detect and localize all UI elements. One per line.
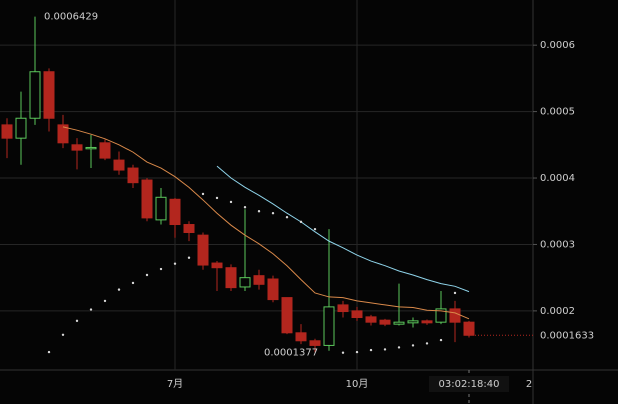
candle-body [309, 340, 321, 346]
candle-body [351, 310, 363, 319]
candle-body [43, 71, 55, 119]
candle-body [323, 306, 335, 346]
candle-body [267, 278, 279, 301]
candle-body [365, 316, 377, 323]
sar-dot [257, 210, 261, 213]
candle-body [393, 321, 405, 325]
last-price-label: 0.0001633 [540, 330, 594, 341]
sar-dot [299, 220, 303, 224]
candle-body [1, 124, 13, 139]
sar-dot [369, 348, 373, 352]
candle-body [225, 267, 237, 289]
sar-dot [453, 291, 457, 295]
sar-dot [341, 351, 345, 354]
sar-dot [159, 267, 163, 271]
sar-dot [131, 281, 135, 285]
candle-body [113, 159, 125, 171]
candle-body [281, 297, 293, 334]
x-tick-label: 7月 [167, 378, 183, 390]
sar-dot [61, 333, 65, 336]
x-tick-label: 10月 [346, 378, 369, 390]
sar-dot [89, 308, 93, 311]
sar-dot [397, 346, 401, 349]
candle-body [295, 332, 307, 342]
sar-dot [173, 262, 177, 265]
candle-body [421, 320, 433, 324]
candle-body [197, 234, 209, 266]
sar-dot [411, 344, 415, 347]
sar-dot [271, 212, 275, 215]
candle-body [99, 142, 111, 159]
candle-body [337, 304, 349, 313]
candle-body [141, 179, 153, 219]
sar-dot [145, 273, 149, 277]
candle-body [435, 308, 447, 323]
sar-dot [425, 342, 429, 345]
y-tick-label: 0.0004 [540, 173, 575, 184]
candle-body [183, 224, 195, 233]
x-edge-label: 2 [526, 379, 532, 390]
sar-dot [383, 348, 387, 351]
candle-body [127, 167, 139, 184]
sar-dot [229, 200, 233, 204]
candle-body [253, 275, 265, 285]
sar-dot [215, 196, 219, 200]
candle-body [407, 320, 419, 324]
candle-body [379, 319, 391, 325]
y-tick-label: 0.0005 [540, 107, 575, 118]
sar-dot [187, 256, 191, 259]
candle-body [169, 198, 181, 226]
y-tick-label: 0.0006 [540, 40, 575, 51]
sar-dot [439, 338, 443, 342]
candle-body [71, 144, 83, 151]
candle-body [15, 117, 27, 139]
sar-dot [47, 350, 51, 354]
moving-average [216, 165, 470, 293]
sar-dot [355, 350, 359, 354]
sar-dot [243, 206, 247, 209]
candle-body [449, 308, 461, 323]
moving-average [62, 126, 470, 320]
candle-body [29, 71, 41, 119]
sar-dot [103, 299, 107, 303]
countdown: 03:02:18:40 [438, 379, 499, 390]
candle-body [463, 321, 475, 336]
sar-dot [201, 192, 205, 196]
min-label: 0.0001377 [264, 347, 318, 358]
max-label: 0.0006429 [44, 12, 98, 23]
sar-dot [313, 227, 317, 231]
candle-body [211, 262, 223, 269]
candle-body [239, 277, 251, 288]
candle-body [155, 196, 167, 221]
y-tick-label: 0.0003 [540, 239, 575, 250]
sar-dot [75, 319, 79, 323]
countdown-box [429, 376, 509, 392]
sar-dot [285, 216, 289, 219]
candle-body [57, 124, 69, 144]
y-tick-label: 0.0002 [540, 306, 575, 317]
candle-body [85, 146, 97, 150]
sar-dot [117, 288, 121, 291]
